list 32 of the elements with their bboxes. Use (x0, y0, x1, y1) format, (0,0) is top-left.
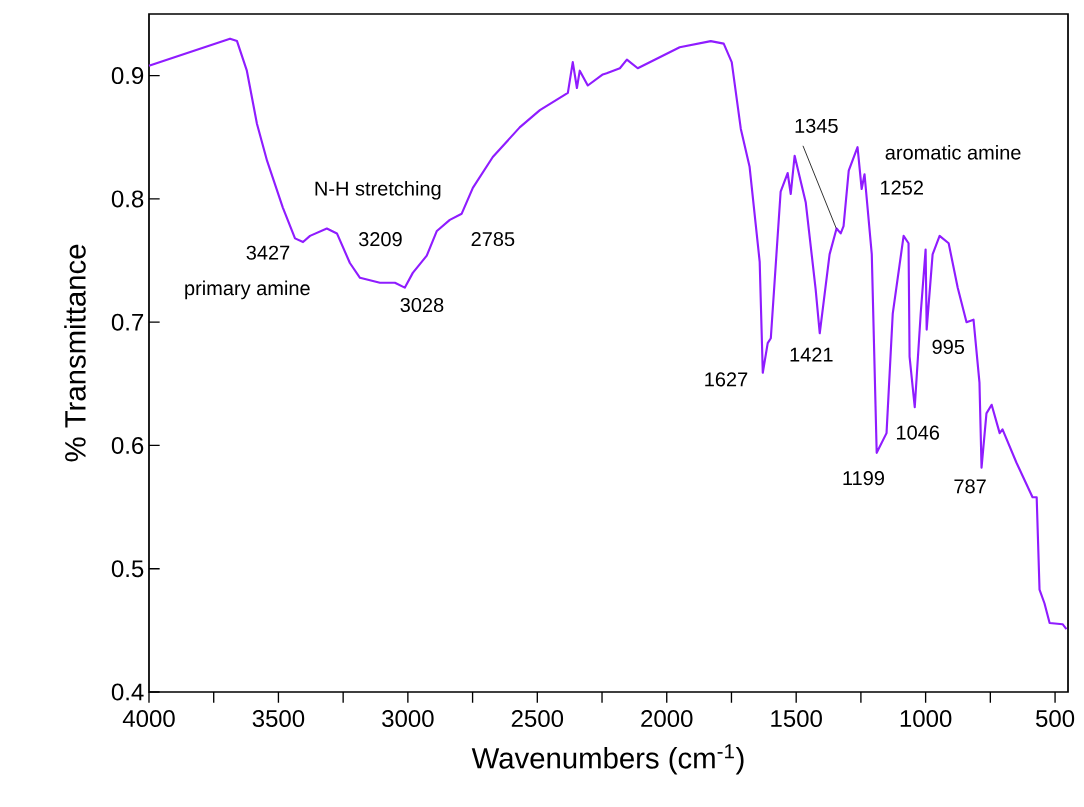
annotation: 1345 (795, 118, 838, 133)
annotation: N-H stretching (315, 180, 441, 200)
annotation: 1252 (881, 180, 923, 195)
annotation: 3028 (400, 297, 444, 313)
y-axis-title: % Transmittance (64, 244, 86, 462)
line-series (147, 37, 1068, 631)
annotation: 1627 (705, 372, 748, 387)
x-tick-label: 4000 (122, 710, 175, 728)
annotation: 3209 (358, 232, 402, 247)
annotation: 1046 (896, 425, 940, 440)
y-tick-label: 0.4 (111, 683, 144, 701)
x-tick-label: 2500 (511, 710, 564, 728)
annotation: primary amine (185, 280, 310, 300)
x-tick-label: 2000 (641, 710, 693, 728)
annotation: 787 (954, 479, 986, 494)
y-tick-label: 0.5 (111, 560, 144, 578)
y-tick-label: 0.8 (111, 190, 144, 208)
x-tick-label: 1000 (900, 710, 952, 728)
x-tick-label: 500 (1036, 710, 1075, 728)
annotation: 995 (932, 339, 965, 354)
y-tick-label: 0.6 (111, 436, 144, 454)
annotation: 3427 (246, 245, 290, 260)
x-tick-label: 3000 (382, 710, 434, 728)
x-tick-label: 3500 (252, 710, 305, 728)
annotation: 1421 (790, 347, 833, 362)
annotation: aromatic amine (885, 144, 1021, 160)
x-tick-label: 1500 (771, 710, 822, 728)
annotation: 1199 (843, 471, 884, 486)
y-tick-label: 0.9 (111, 67, 144, 85)
annotation: 2785 (471, 231, 515, 247)
y-tick-label: 0.7 (111, 313, 144, 331)
x-axis-title: Wavenumbers (cm$^{-1}$) (471, 744, 744, 775)
